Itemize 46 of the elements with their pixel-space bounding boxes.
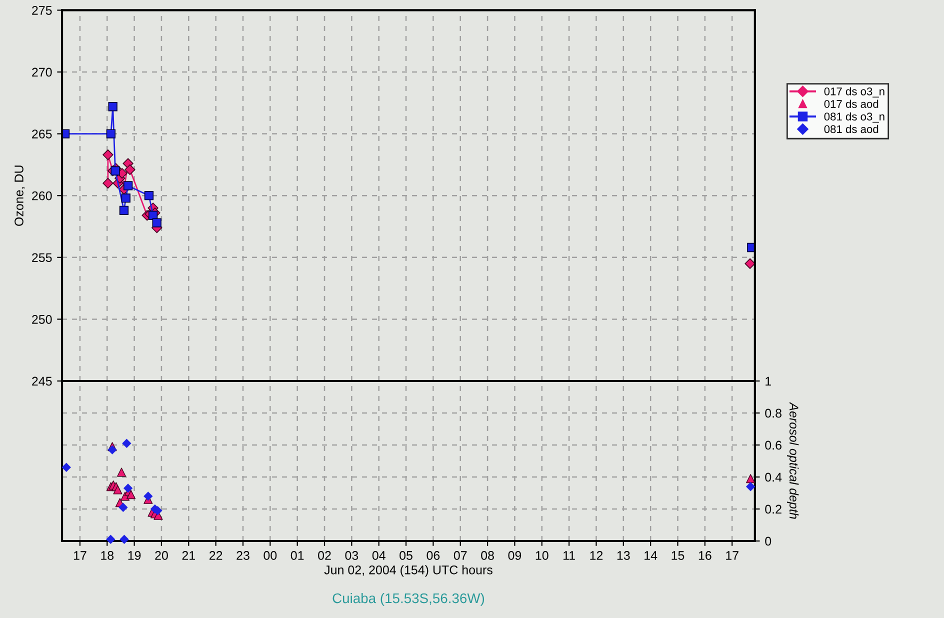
y-tick-label: 255 [32,253,52,262]
x-tick-label: 01 [290,551,304,560]
x-tick-label: 23 [236,551,250,560]
text: Cuiaba (15.53S,56.36W) [332,592,484,606]
x-tick-label: 14 [644,551,658,560]
y2-axis-title: Aerosol optical depth [787,402,799,519]
x-tick-label: 21 [182,551,195,560]
y-tick-label: 250 [32,315,52,324]
x-tick-label: 19 [128,551,141,560]
y2-tick-label: 1 [766,376,771,386]
x-tick-label: 02 [318,551,331,560]
x-tick-label: 18 [101,551,114,560]
y2-tick-label: 0.6 [765,440,782,450]
x-tick-label: 04 [372,551,386,560]
x-tick-label: 06 [426,551,440,560]
y-axis-title: Ozone, DU [14,166,25,226]
x-tick-label: 00 [264,551,277,560]
y2-tick-label: 0.8 [765,408,782,418]
x-axis-title: Jun 02, 2004 (154) UTC hours [324,565,492,577]
y2-tick-label: 0.2 [765,504,782,514]
legend-label: 081 ds aod [824,124,878,134]
x-tick-label: 03 [345,551,358,560]
y-tick-label: 270 [32,68,52,77]
x-tick-label: 17 [726,551,738,560]
x-tick-label: 13 [617,551,630,560]
x-tick-label: 09 [508,551,522,560]
x-tick-label: 07 [454,551,467,560]
y-tick-label: 260 [32,191,52,200]
x-tick-label: 16 [698,551,712,560]
y-tick-label: 265 [32,130,52,138]
y-tick-label: 275 [32,6,52,15]
x-tick-label: 22 [209,551,222,560]
y2-tick-label: 0 [765,536,772,546]
y-tick-label: 245 [32,376,52,386]
x-tick-label: 08 [481,551,494,560]
x-tick-label: 10 [536,551,548,560]
x-tick-label: 15 [672,551,684,560]
y2-tick-label: 0.4 [765,472,782,482]
x-tick-label: 17 [74,551,86,560]
legend-label: 081 ds o3_n [824,112,884,123]
legend-label: 017 ds o3_n [824,87,884,98]
x-tick-label: 05 [400,551,412,560]
legend-label: 017 ds aod [824,100,878,108]
x-tick-label: 11 [564,551,575,560]
x-tick-label: 20 [155,551,168,560]
x-tick-label: 12 [590,551,603,560]
